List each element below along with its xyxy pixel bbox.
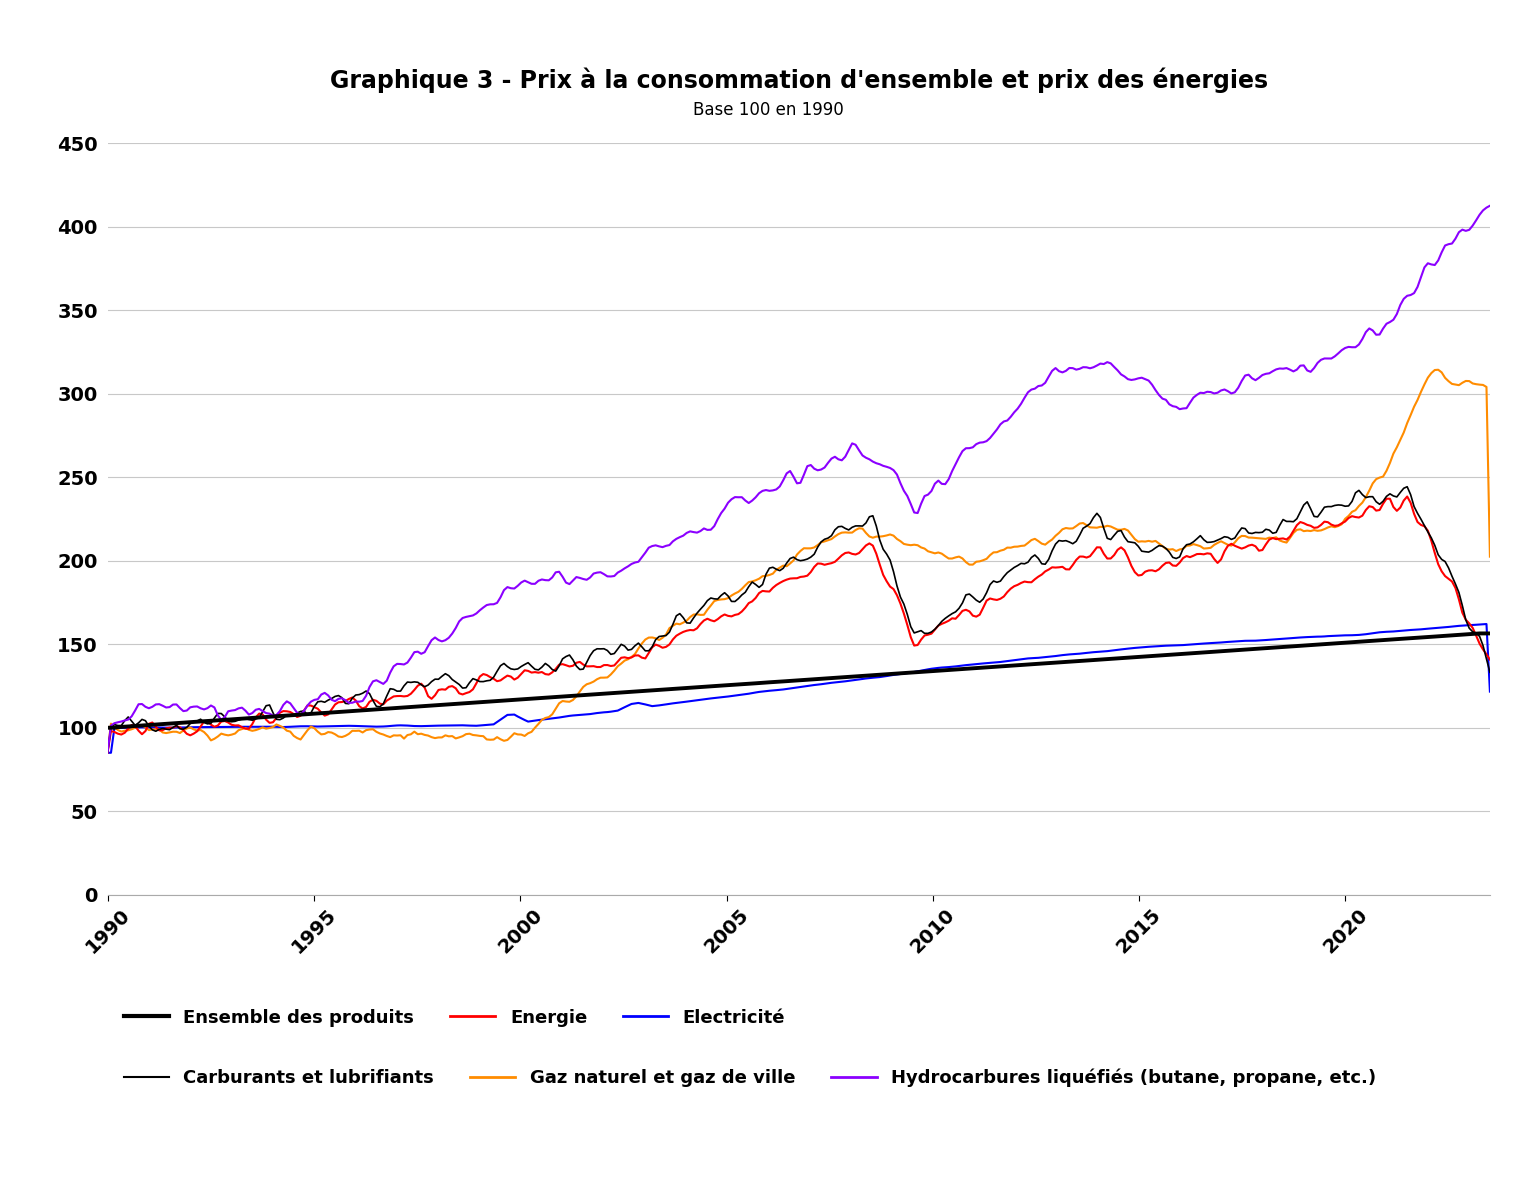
Title: Graphique 3 - Prix à la consommation d'ensemble et prix des énergies: Graphique 3 - Prix à la consommation d'e… [330,67,1267,93]
Text: Base 100 en 1990: Base 100 en 1990 [693,101,843,119]
Legend: Carburants et lubrifiants, Gaz naturel et gaz de ville, Hydrocarbures liquéfiés : Carburants et lubrifiants, Gaz naturel e… [117,1062,1384,1094]
